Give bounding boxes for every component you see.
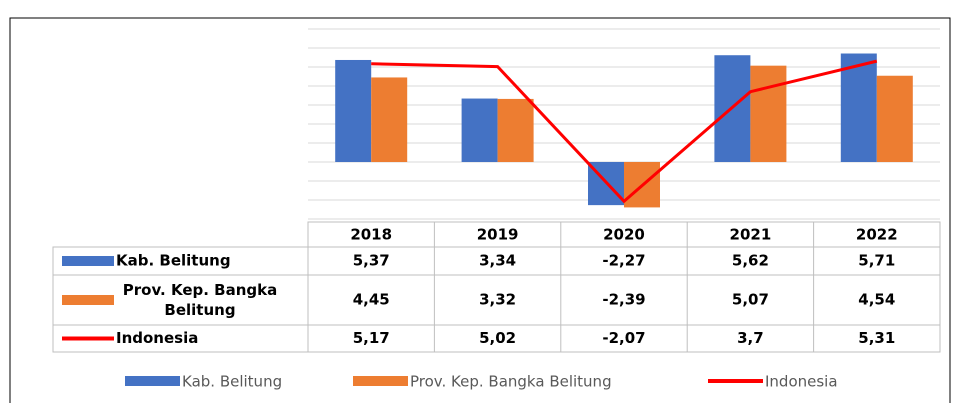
table-cell: 4,54 <box>858 291 895 309</box>
legend-label: Indonesia <box>765 373 838 391</box>
table-row-header: Prov. Kep. Bangka Belitung <box>123 281 277 319</box>
bar <box>750 65 787 162</box>
bar <box>461 98 498 162</box>
table-header-cell: 2022 <box>856 226 898 244</box>
legend-key <box>62 295 114 305</box>
legend-key <box>125 376 180 386</box>
table-cell: 5,62 <box>732 252 769 270</box>
table-cell: -2,27 <box>602 252 645 270</box>
table-header-cell: 2019 <box>477 226 519 244</box>
legend-label: Kab. Belitung <box>182 373 282 391</box>
line-series <box>371 59 878 204</box>
table-cell: 3,7 <box>737 329 764 347</box>
table-cell: 3,34 <box>479 252 516 270</box>
table-row-header: Kab. Belitung <box>116 252 231 270</box>
table-row-header: Indonesia <box>116 329 198 347</box>
legend-label: Prov. Kep. Bangka Belitung <box>410 373 612 391</box>
table-cell: -2,07 <box>602 329 645 347</box>
table-header-cell: 2020 <box>603 226 645 244</box>
table-cell: 5,31 <box>858 329 895 347</box>
table-cell: 5,71 <box>858 252 895 270</box>
bar <box>840 53 877 163</box>
bar <box>876 75 913 162</box>
table-cell: 5,07 <box>732 291 769 309</box>
bar <box>335 59 372 162</box>
table-cell: 5,02 <box>479 329 516 347</box>
table-cell: 4,45 <box>353 291 390 309</box>
table-header-cell: 2018 <box>350 226 392 244</box>
table-cell: -2,39 <box>602 291 645 309</box>
bar <box>497 98 534 162</box>
legend-key <box>353 376 408 386</box>
table-header-cell: 2021 <box>730 226 772 244</box>
legend-key <box>62 256 114 266</box>
table-cell: 5,17 <box>353 329 390 347</box>
bar <box>371 77 408 162</box>
table-cell: 3,32 <box>479 291 516 309</box>
table-cell: 5,37 <box>353 252 390 270</box>
